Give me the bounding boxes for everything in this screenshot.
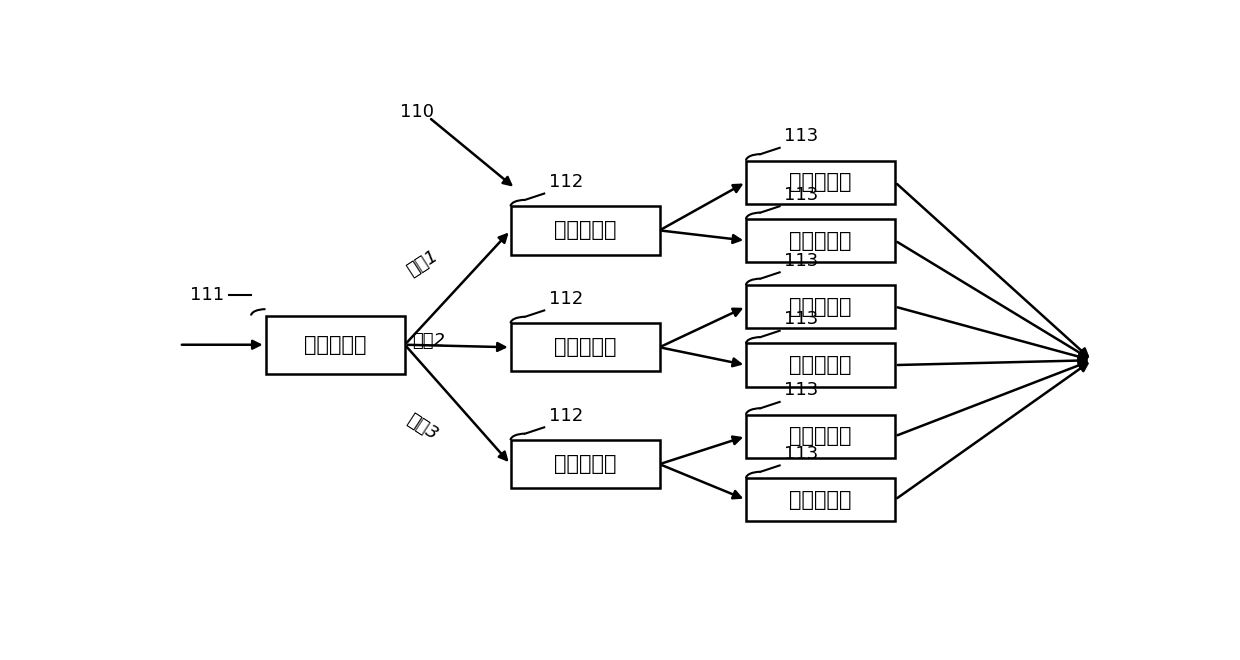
Text: 次级过滤器: 次级过滤器 xyxy=(554,337,616,357)
Text: 末级过滤器: 末级过滤器 xyxy=(789,490,852,510)
Bar xyxy=(746,160,895,204)
Text: 末级过滤器: 末级过滤器 xyxy=(789,296,852,317)
Text: 末级过滤器: 末级过滤器 xyxy=(789,172,852,192)
Text: 113: 113 xyxy=(785,127,818,145)
Bar xyxy=(746,478,895,521)
Text: 112: 112 xyxy=(549,173,583,191)
Bar xyxy=(746,219,895,262)
Text: 112: 112 xyxy=(549,407,583,425)
Bar xyxy=(746,343,895,387)
Text: 113: 113 xyxy=(785,381,818,399)
Text: 末级过滤器: 末级过滤器 xyxy=(789,426,852,446)
Text: 末级过滤器: 末级过滤器 xyxy=(789,355,852,375)
Bar xyxy=(511,323,660,372)
Text: 类型2: 类型2 xyxy=(413,333,445,350)
Text: 113: 113 xyxy=(785,310,818,328)
Text: 112: 112 xyxy=(549,290,583,308)
Text: 113: 113 xyxy=(785,445,818,463)
Text: 次级过滤器: 次级过滤器 xyxy=(554,220,616,240)
Text: 111: 111 xyxy=(190,286,224,304)
Text: 113: 113 xyxy=(785,185,818,204)
Text: 110: 110 xyxy=(401,103,434,121)
Text: 初级过滤器: 初级过滤器 xyxy=(304,335,367,354)
Text: 次级过滤器: 次级过滤器 xyxy=(554,454,616,474)
Text: 类型1: 类型1 xyxy=(403,247,441,280)
Bar xyxy=(746,285,895,328)
Bar xyxy=(511,440,660,488)
Text: 类型3: 类型3 xyxy=(403,411,441,444)
Text: 末级过滤器: 末级过滤器 xyxy=(789,230,852,251)
Bar xyxy=(746,414,895,458)
Bar xyxy=(265,315,404,374)
Bar xyxy=(511,206,660,255)
Text: 113: 113 xyxy=(785,251,818,270)
